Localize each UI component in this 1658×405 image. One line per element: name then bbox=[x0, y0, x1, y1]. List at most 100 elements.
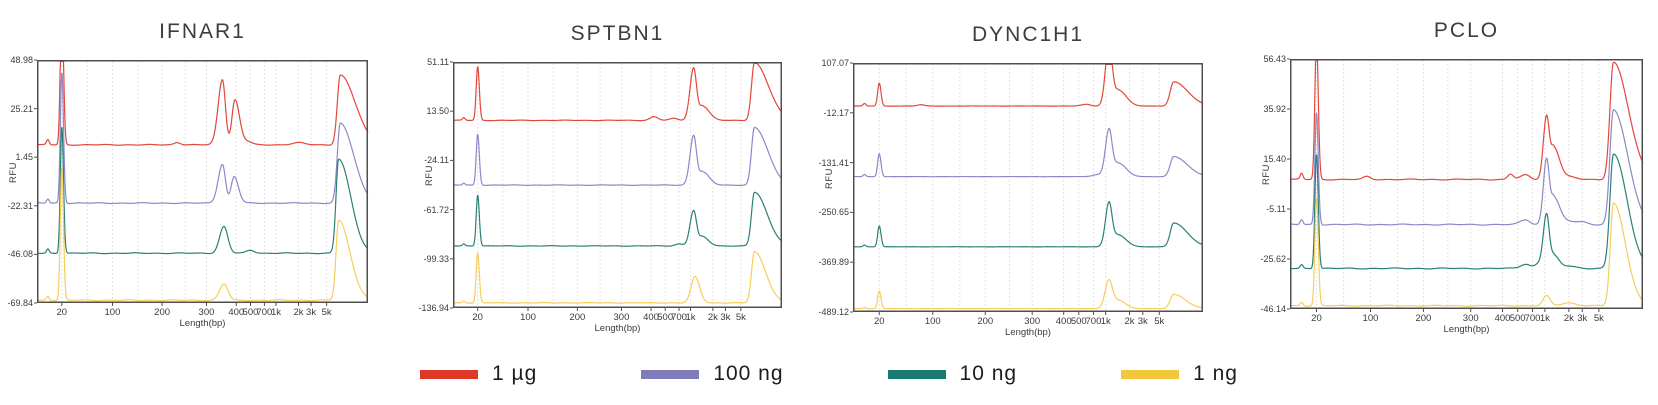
x-tick-label: 5k bbox=[1154, 316, 1165, 327]
x-tick-label: 400 bbox=[643, 312, 659, 323]
y-tick-label: -369.89 bbox=[818, 257, 849, 268]
y-tick-label: -5.11 bbox=[1266, 204, 1286, 214]
x-tick-label: 400 bbox=[1055, 316, 1072, 327]
trace-1µg bbox=[36, 60, 369, 146]
x-tick-label: 20 bbox=[56, 307, 68, 318]
x-tick-label: 300 bbox=[613, 312, 630, 323]
x-axis-label: Length(bp) bbox=[179, 318, 226, 329]
y-axis-label: RFU bbox=[824, 167, 836, 189]
x-tick-label: 2k bbox=[293, 307, 304, 318]
x-tick-label: 700 bbox=[671, 312, 687, 323]
trace-100ng bbox=[1289, 109, 1644, 226]
x-axis-label: Length(bp) bbox=[594, 323, 641, 334]
y-tick-label: 13.50 bbox=[426, 106, 449, 117]
x-tick-label: 5k bbox=[321, 307, 332, 318]
chart-title: IFNAR1 bbox=[159, 20, 246, 43]
plot-area bbox=[450, 61, 783, 311]
x-tick-label: 2k bbox=[707, 312, 718, 323]
trace-10ng bbox=[1289, 153, 1644, 270]
y-tick-label: -25.62 bbox=[1260, 254, 1286, 264]
x-tick-label: 1k bbox=[685, 312, 696, 323]
y-tick-label: 35.92 bbox=[1263, 104, 1286, 114]
x-tick-label: 700 bbox=[1524, 313, 1541, 324]
x-tick-label: 100 bbox=[520, 312, 536, 323]
legend-item-1ng: 1 ng bbox=[1121, 362, 1238, 386]
y-tick-label: -489.12 bbox=[818, 307, 849, 317]
plot-border bbox=[37, 60, 368, 303]
x-tick-label: 5k bbox=[1593, 313, 1604, 324]
x-tick-label: 1k bbox=[1539, 313, 1550, 324]
x-tick-label: 1k bbox=[270, 307, 281, 318]
legend-swatch-1ug bbox=[420, 369, 479, 379]
trace-1µg bbox=[1289, 59, 1644, 181]
plot-area bbox=[34, 59, 369, 306]
y-tick-label: -46.14 bbox=[1260, 304, 1286, 314]
y-axis-label: RFU bbox=[424, 165, 436, 187]
trace-1ng bbox=[852, 278, 1204, 310]
x-tick-label: 300 bbox=[1462, 313, 1479, 324]
y-tick-label: -69.84 bbox=[7, 298, 33, 308]
trace-100ng bbox=[36, 72, 369, 205]
x-tick-label: 20 bbox=[873, 316, 885, 327]
legend-item-1ug: 1 µg bbox=[420, 362, 537, 386]
x-tick-label: 100 bbox=[104, 307, 121, 318]
y-tick-label: 51.11 bbox=[427, 57, 449, 67]
y-axis-label: RFU bbox=[1261, 163, 1273, 186]
x-tick-label: 300 bbox=[198, 307, 215, 318]
chart-pclo: PCLO RFU Length(bp) 56.43 35.92 15.40 -5.11… bbox=[1260, 19, 1644, 335]
trace-10ng bbox=[852, 201, 1204, 248]
chart-dync1h1: DYNC1H1 RFU Length(bp) 107.07 -12.17 -131.… bbox=[818, 23, 1204, 338]
x-tick-label: 700 bbox=[1085, 316, 1102, 327]
y-tick-label: -22.31 bbox=[7, 200, 33, 211]
y-tick-label: -46.08 bbox=[7, 249, 33, 260]
plot-border bbox=[1290, 59, 1643, 309]
x-tick-label: 3k bbox=[1137, 316, 1148, 327]
x-tick-label: 2k bbox=[1124, 316, 1135, 327]
y-tick-label: -61.72 bbox=[423, 204, 449, 215]
chart-title: PCLO bbox=[1433, 19, 1500, 42]
x-tick-label: 700 bbox=[256, 307, 273, 318]
x-tick-label: 3k bbox=[306, 307, 317, 318]
legend-item-10ng: 10 ng bbox=[887, 362, 1018, 386]
x-tick-label: 2k bbox=[1563, 313, 1574, 324]
x-tick-label: 400 bbox=[1494, 313, 1511, 324]
trace-1ng bbox=[452, 251, 783, 304]
x-tick-label: 200 bbox=[154, 307, 171, 318]
y-axis-label: RFU bbox=[8, 161, 20, 183]
y-tick-label: -12.17 bbox=[823, 107, 849, 118]
plot-area bbox=[850, 62, 1204, 315]
plot-area bbox=[1287, 58, 1644, 312]
chart-sptbn1: SPTBN1 RFU Length(bp) 51.11 13.50 -24.11 -6… bbox=[418, 22, 783, 334]
x-tick-label: 200 bbox=[977, 316, 994, 327]
y-tick-label: -131.41 bbox=[818, 157, 849, 168]
x-tick-label: 500 bbox=[657, 312, 674, 323]
trace-1ng bbox=[1289, 198, 1644, 307]
x-tick-label: 1k bbox=[1100, 316, 1111, 327]
plot-border bbox=[853, 63, 1203, 312]
trace-100ng bbox=[452, 126, 783, 187]
trace-10ng bbox=[452, 191, 783, 247]
chart-title: SPTBN1 bbox=[570, 22, 665, 45]
x-tick-label: 200 bbox=[569, 312, 586, 323]
x-tick-label: 20 bbox=[1311, 313, 1322, 324]
trace-1µg bbox=[852, 63, 1204, 107]
x-tick-label: 500 bbox=[1070, 316, 1087, 327]
y-tick-label: 1.45 bbox=[15, 152, 33, 163]
x-tick-label: 500 bbox=[242, 307, 259, 318]
x-tick-label: 3k bbox=[1577, 313, 1588, 324]
x-axis-label: Length(bp) bbox=[1443, 324, 1490, 335]
trace-10ng bbox=[36, 127, 369, 255]
plot-border bbox=[453, 62, 782, 308]
y-tick-label: 25.21 bbox=[10, 103, 33, 114]
y-tick-label: -99.33 bbox=[423, 253, 449, 264]
legend-swatch-100ng bbox=[641, 369, 700, 379]
x-tick-label: 500 bbox=[1509, 313, 1526, 324]
legend-swatch-10ng bbox=[887, 369, 946, 379]
y-tick-label: 107.07 bbox=[821, 58, 849, 68]
x-tick-label: 3k bbox=[720, 312, 731, 323]
x-axis-label: Length(bp) bbox=[1005, 327, 1051, 338]
legend-item-100ng: 100 ng bbox=[641, 362, 783, 386]
y-tick-label: 56.43 bbox=[1263, 54, 1286, 64]
x-tick-label: 300 bbox=[1024, 316, 1041, 327]
y-tick-label: 48.98 bbox=[10, 55, 33, 65]
